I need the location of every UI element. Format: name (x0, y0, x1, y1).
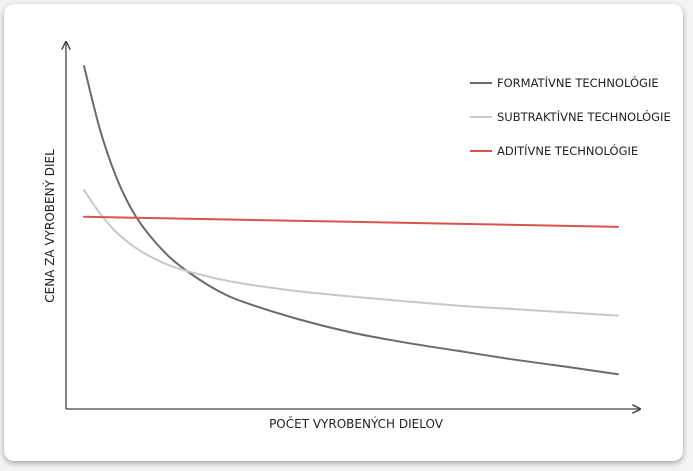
series-group (83, 65, 619, 376)
x-axis-label: POČET VYROBENÝCH DIELOV (269, 416, 444, 431)
series-line-3 (83, 215, 619, 228)
series-line-1 (83, 65, 619, 376)
chart-card: POČET VYROBENÝCH DIELOV CENA ZA VYROBENÝ… (4, 4, 683, 461)
series-line-2 (83, 189, 619, 317)
legend-label-2: SUBTRAKTÍVNE TECHNOLÓGIE (497, 109, 671, 124)
legend-label-3: ADITÍVNE TECHNOLÓGIE (497, 143, 638, 158)
legend: FORMATÍVNE TECHNOLÓGIE SUBTRAKTÍVNE TECHN… (470, 75, 671, 158)
chart-svg: POČET VYROBENÝCH DIELOV CENA ZA VYROBENÝ… (42, 4, 671, 431)
y-axis-label: CENA ZA VYROBENÝ DIEL (42, 149, 57, 303)
legend-label-1: FORMATÍVNE TECHNOLÓGIE (497, 75, 659, 90)
